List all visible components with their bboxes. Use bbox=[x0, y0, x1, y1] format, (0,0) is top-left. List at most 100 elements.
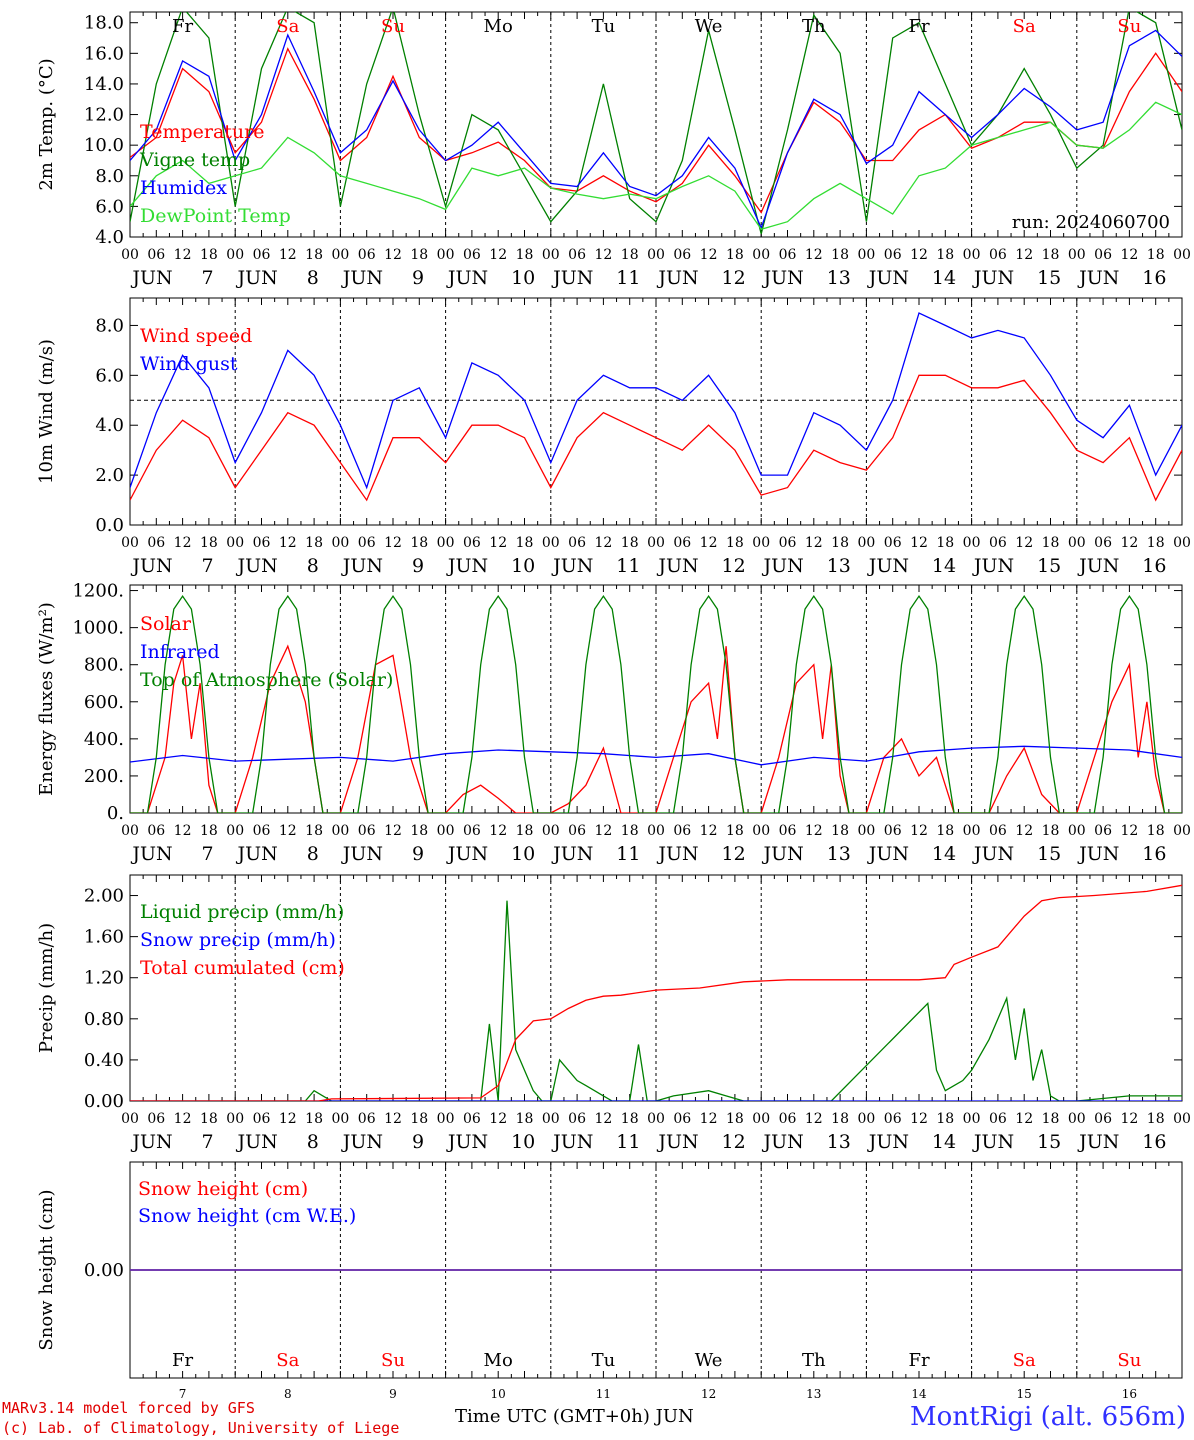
weekday-label: Tu bbox=[592, 16, 616, 37]
month-label: JUN bbox=[236, 267, 278, 289]
hour-label: 18 bbox=[621, 535, 639, 551]
series-line-liquid-precip-mm-h- bbox=[130, 900, 1182, 1101]
date-label: 9 bbox=[389, 1387, 397, 1401]
weekday-label: Sa bbox=[1013, 1350, 1036, 1371]
y-tick-label: 0. bbox=[107, 803, 124, 824]
series-line-total-cumulated-cm- bbox=[130, 884, 1182, 1101]
hour-label: 18 bbox=[1147, 247, 1165, 263]
month-label: JUN bbox=[551, 1131, 593, 1153]
date-label: 11 bbox=[616, 555, 640, 577]
month-label: JUN bbox=[972, 555, 1014, 577]
hour-label: 18 bbox=[516, 823, 534, 839]
hour-label: 06 bbox=[989, 1111, 1007, 1127]
date-label: 16 bbox=[1142, 843, 1166, 865]
weekday-label: Th bbox=[802, 16, 826, 37]
y-tick-label: 8.0 bbox=[95, 315, 124, 336]
hour-label: 06 bbox=[1094, 247, 1112, 263]
month-label: JUN bbox=[236, 843, 278, 865]
hour-label: 18 bbox=[936, 823, 954, 839]
month-label: JUN bbox=[972, 267, 1014, 289]
month-label: JUN bbox=[656, 1131, 698, 1153]
hour-label: 12 bbox=[594, 247, 612, 263]
hour-label: 12 bbox=[910, 1111, 928, 1127]
panel-frame bbox=[129, 11, 1183, 238]
series-line-wind-gust bbox=[130, 312, 1182, 490]
hour-label: 00 bbox=[857, 535, 875, 551]
hour-label: 18 bbox=[1042, 823, 1060, 839]
hour-label: 18 bbox=[516, 535, 534, 551]
hour-label: 06 bbox=[989, 535, 1007, 551]
y-tick-label: 10.0 bbox=[84, 135, 124, 156]
date-label: 7 bbox=[179, 1387, 187, 1401]
date-label: 13 bbox=[827, 843, 851, 865]
date-label: 10 bbox=[511, 1131, 535, 1153]
hour-label: 06 bbox=[673, 247, 691, 263]
y-tick-label: 1.20 bbox=[84, 968, 124, 989]
series-group bbox=[130, 594, 1182, 813]
hour-label: 06 bbox=[1094, 1111, 1112, 1127]
hour-label: 18 bbox=[305, 535, 323, 551]
month-label: JUN bbox=[130, 267, 172, 289]
hour-label: 12 bbox=[279, 823, 297, 839]
hour-label: 18 bbox=[516, 1111, 534, 1127]
hour-label: 00 bbox=[542, 535, 560, 551]
hour-label: 00 bbox=[542, 823, 560, 839]
hour-label: 06 bbox=[463, 823, 481, 839]
series-line-top-of-atmosphere-solar- bbox=[130, 594, 1182, 813]
date-label: 14 bbox=[932, 1131, 956, 1153]
hour-label: 18 bbox=[200, 535, 218, 551]
weekday-label: Sa bbox=[1013, 16, 1036, 37]
hour-label: 00 bbox=[857, 1111, 875, 1127]
month-label: JUN bbox=[130, 843, 172, 865]
hour-label: 00 bbox=[542, 247, 560, 263]
series-line-humidex bbox=[130, 29, 1182, 230]
hour-label: 06 bbox=[568, 823, 586, 839]
date-label: 15 bbox=[1037, 843, 1061, 865]
hour-label: 00 bbox=[647, 1111, 665, 1127]
y-tick-label: 6.0 bbox=[95, 365, 124, 386]
hour-label: 00 bbox=[226, 1111, 244, 1127]
date-label: 9 bbox=[412, 843, 424, 865]
hour-label: 00 bbox=[857, 823, 875, 839]
hour-label: 12 bbox=[279, 1111, 297, 1127]
hour-label: 18 bbox=[936, 1111, 954, 1127]
y-tick-label: 2.00 bbox=[84, 886, 124, 907]
hour-label: 06 bbox=[779, 1111, 797, 1127]
legend-entry: Wind gust bbox=[140, 353, 238, 375]
date-label: 8 bbox=[307, 555, 319, 577]
y-tick-label: 14.0 bbox=[84, 74, 124, 95]
date-label: 11 bbox=[616, 267, 640, 289]
hour-label: 06 bbox=[673, 823, 691, 839]
hour-label: 12 bbox=[384, 247, 402, 263]
hour-label: 06 bbox=[884, 823, 902, 839]
y-tick-label: 0.00 bbox=[84, 1260, 124, 1281]
date-label: 15 bbox=[1037, 267, 1061, 289]
legend-entry: Total cumulated (cm) bbox=[140, 957, 345, 979]
hour-label: 00 bbox=[647, 823, 665, 839]
hour-label: 18 bbox=[200, 1111, 218, 1127]
weekday-label: Th bbox=[802, 1350, 826, 1371]
series-line-temperature bbox=[130, 47, 1182, 214]
y-axis-label: 2m Temp. (°C) bbox=[36, 58, 57, 190]
hour-label: 06 bbox=[568, 247, 586, 263]
y-tick-label: 600. bbox=[84, 692, 124, 713]
x-axis-month: JUN bbox=[655, 1406, 694, 1427]
date-label: 10 bbox=[511, 555, 535, 577]
run-annotation: run: 2024060700 bbox=[1012, 212, 1170, 233]
hour-label: 18 bbox=[410, 1111, 428, 1127]
hour-label: 18 bbox=[726, 1111, 744, 1127]
hour-label: 12 bbox=[489, 247, 507, 263]
hour-label: 06 bbox=[884, 535, 902, 551]
hour-label: 00 bbox=[647, 535, 665, 551]
date-label: 12 bbox=[722, 1131, 746, 1153]
hour-label: 18 bbox=[936, 535, 954, 551]
month-label: JUN bbox=[236, 1131, 278, 1153]
date-label: 13 bbox=[806, 1387, 821, 1401]
hour-label: 18 bbox=[516, 247, 534, 263]
hour-label: 12 bbox=[489, 1111, 507, 1127]
x-axis-label: Time UTC (GMT+0h) bbox=[455, 1406, 650, 1427]
hour-label: 06 bbox=[673, 535, 691, 551]
hour-label: 00 bbox=[752, 247, 770, 263]
month-label: JUN bbox=[1077, 1131, 1119, 1153]
date-label: 8 bbox=[307, 843, 319, 865]
